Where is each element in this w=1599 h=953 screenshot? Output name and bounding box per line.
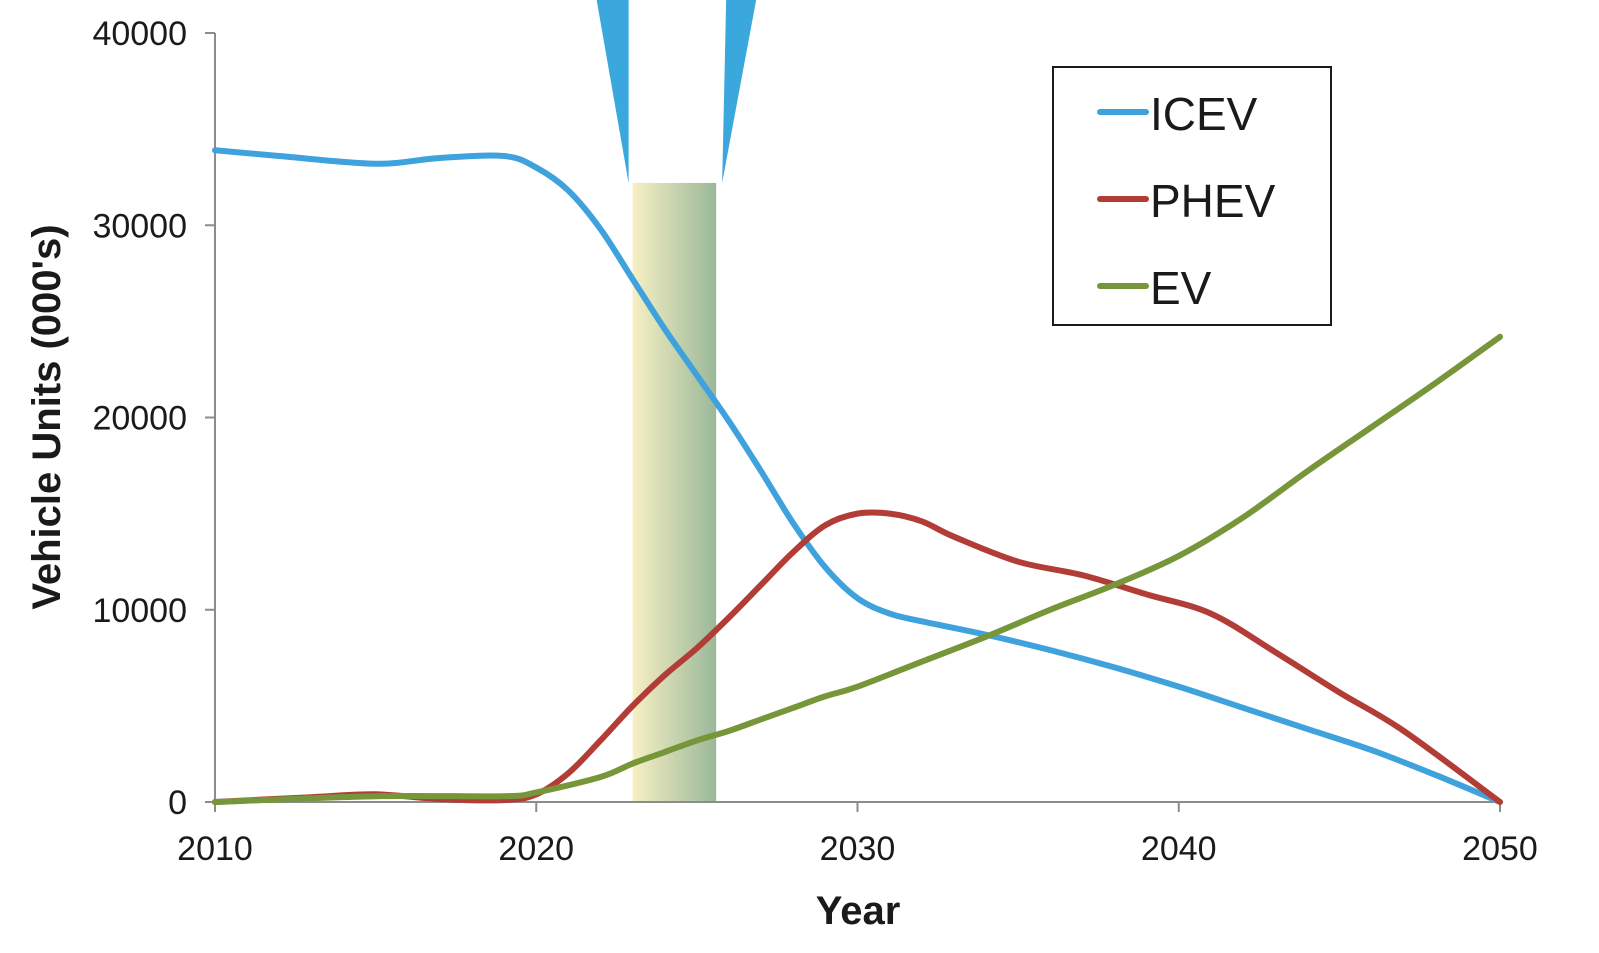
series-lines [212, 147, 1503, 805]
legend: ICEV PHEV EV [1052, 66, 1332, 326]
series-line-phev [212, 509, 1503, 805]
y-axis-ticks: 0 10000 20000 30000 40000 [92, 15, 215, 822]
x-axis-ticks: 2010 2020 2030 2040 2050 [177, 802, 1538, 868]
legend-label-phev: PHEV [1150, 175, 1276, 227]
y-tick-label: 40000 [92, 15, 187, 53]
x-tick-label: 2040 [1141, 830, 1217, 868]
x-tick-label: 2030 [820, 830, 896, 868]
y-axis-title: Vehicle Units (000's) [25, 224, 69, 609]
y-tick-label: 10000 [92, 592, 187, 630]
x-tick-label: 2050 [1462, 830, 1538, 868]
y-tick-label: 0 [168, 784, 187, 822]
y-tick-label: 20000 [92, 400, 187, 438]
legend-label-icev: ICEV [1150, 88, 1258, 140]
highlight-band [632, 182, 717, 802]
series-line-ev [212, 333, 1503, 805]
x-tick-label: 2010 [177, 830, 253, 868]
legend-label-ev: EV [1150, 262, 1212, 314]
callout-pointer [596, 0, 757, 183]
series-line-icev [212, 147, 1503, 805]
x-axis-title: Year [816, 889, 901, 933]
callout-wedge-left [596, 0, 629, 183]
highlight-band-rect [632, 182, 717, 802]
y-tick-label: 30000 [92, 207, 187, 245]
x-tick-label: 2020 [498, 830, 574, 868]
callout-wedge-right [722, 0, 757, 183]
